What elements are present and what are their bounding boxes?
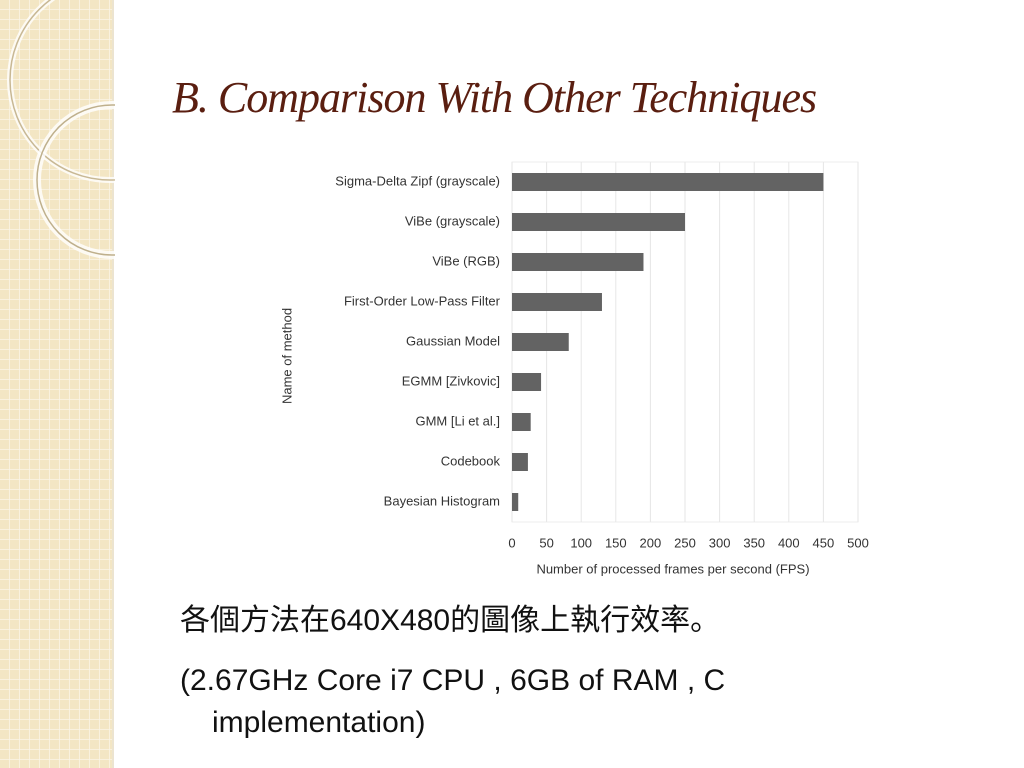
bar — [512, 253, 644, 271]
bar — [512, 373, 542, 391]
y-tick-label: Bayesian Histogram — [384, 493, 500, 508]
bar — [512, 413, 531, 431]
x-axis-label: Number of processed frames per second (F… — [536, 561, 809, 576]
x-tick-label: 200 — [640, 535, 662, 550]
x-tick-label: 0 — [508, 535, 515, 550]
bar — [512, 333, 569, 351]
x-tick-label: 400 — [778, 535, 800, 550]
x-tick-label: 100 — [570, 535, 592, 550]
y-tick-label: Gaussian Model — [406, 333, 500, 348]
bullet-line: (2.67GHz Core i7 CPU , 6GB of RAM , C im… — [180, 664, 726, 739]
bar — [512, 493, 519, 511]
y-axis-label: Name of method — [279, 308, 294, 404]
x-tick-label: 300 — [709, 535, 731, 550]
y-tick-label: Codebook — [441, 453, 501, 468]
x-tick-label: 50 — [539, 535, 553, 550]
bar — [512, 453, 528, 471]
y-tick-label: GMM [Li et al.] — [415, 413, 500, 428]
y-tick-label: ViBe (RGB) — [432, 253, 500, 268]
x-tick-label: 350 — [743, 535, 765, 550]
bar — [512, 173, 824, 191]
y-tick-label: ViBe (grayscale) — [405, 213, 500, 228]
bar — [512, 213, 685, 231]
y-tick-label: EGMM [Zivkovic] — [402, 373, 500, 388]
slide-title: B. Comparison With Other Techniques — [172, 73, 817, 122]
x-tick-label: 450 — [813, 535, 835, 550]
bullet-line: 各個方法在640X480的圖像上執行效率。 — [180, 604, 721, 637]
y-tick-label: First-Order Low-Pass Filter — [344, 293, 501, 308]
chart: 0 50 100 150 200 250 300 350 400 450 500 Sigma-Delt… — [279, 161, 869, 576]
decor-strip — [0, 0, 115, 768]
x-tick-label: 250 — [674, 535, 696, 550]
x-tick-label: 500 — [847, 535, 869, 550]
y-tick-label: Sigma-Delta Zipf (grayscale) — [335, 173, 500, 188]
bar — [512, 293, 602, 311]
x-tick-label: 150 — [605, 535, 627, 550]
